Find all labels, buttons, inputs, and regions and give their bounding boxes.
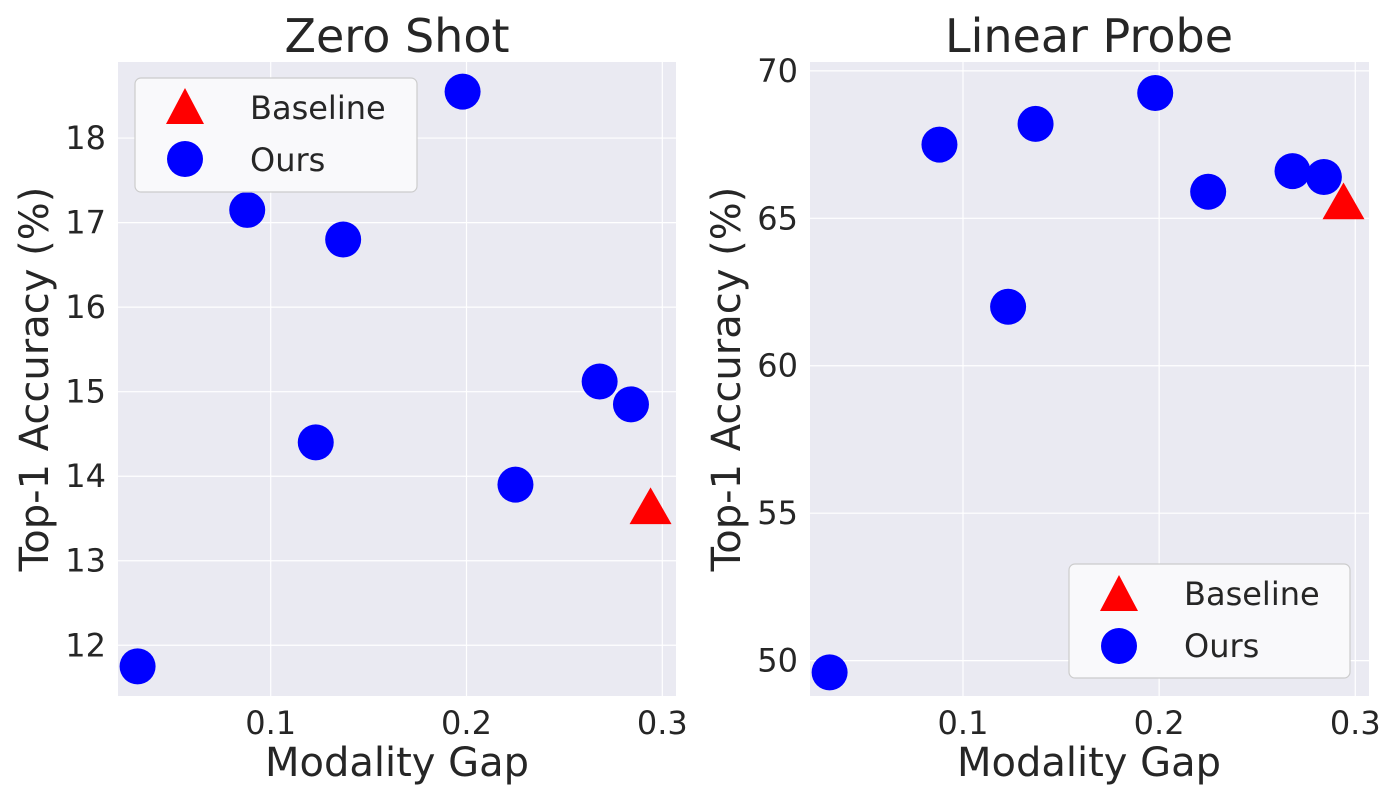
ours-point [921, 126, 958, 163]
y-tick-label: 15 [65, 373, 106, 411]
y-ticks: 12 13 14 15 16 17 18 [65, 119, 106, 664]
ours-point [581, 363, 618, 400]
legend-label-ours: Ours [1184, 627, 1259, 665]
x-tick-label: 0.1 [245, 704, 296, 742]
legend-label-baseline: Baseline [1184, 575, 1320, 613]
y-ticks: 50 55 60 65 70 [757, 52, 798, 680]
data-points [811, 74, 1365, 691]
x-axis-label: Modality Gap [265, 740, 529, 786]
ours-point [1017, 105, 1054, 142]
y-tick-label: 50 [757, 642, 798, 680]
baseline-point [629, 487, 672, 525]
legend-box [1068, 563, 1351, 679]
ours-point [1190, 173, 1227, 210]
legend-triangle-marker [166, 88, 204, 124]
x-ticks: 0.1 0.2 0.3 [245, 704, 687, 742]
y-tick-label: 12 [65, 626, 106, 664]
x-ticks: 0.1 0.2 0.3 [938, 704, 1381, 742]
y-tick-label: 14 [65, 457, 106, 495]
y-tick-label: 60 [757, 347, 798, 385]
legend-label-baseline: Baseline [250, 89, 386, 127]
ours-point [297, 424, 334, 461]
chart-zero-shot: 0.1 0.2 0.3 12 13 14 15 16 17 18 Zero Shot Modal… [12, 9, 688, 786]
ours-point [990, 288, 1027, 325]
ours-point [444, 73, 481, 110]
y-tick-label: 65 [757, 199, 798, 237]
ours-point [612, 386, 649, 423]
legend: Baseline Ours [1068, 563, 1351, 679]
legend-triangle-marker [1100, 575, 1138, 611]
x-tick-label: 0.3 [637, 704, 688, 742]
y-tick-label: 70 [757, 52, 798, 90]
x-tick-label: 0.2 [1134, 704, 1185, 742]
ours-point [497, 466, 534, 503]
chart-linear-probe: 0.1 0.2 0.3 50 55 60 65 70 Linear Probe Modali… [704, 9, 1381, 786]
ours-point [1137, 74, 1174, 111]
x-tick-label: 0.2 [441, 704, 492, 742]
ours-point [1274, 153, 1311, 190]
chart-title: Linear Probe [945, 9, 1233, 63]
y-tick-label: 16 [65, 288, 106, 326]
ours-point [1305, 159, 1342, 196]
y-axis-label: Top-1 Accuracy (%) [12, 187, 58, 573]
ours-point [119, 648, 156, 685]
x-axis-label: Modality Gap [957, 740, 1221, 786]
y-tick-label: 18 [65, 119, 106, 157]
data-points [119, 73, 672, 685]
legend-circle-marker [167, 141, 203, 177]
legend-circle-marker [1101, 628, 1137, 664]
x-tick-label: 0.3 [1330, 704, 1381, 742]
y-tick-label: 13 [65, 542, 106, 580]
x-tick-label: 0.1 [938, 704, 989, 742]
baseline-point [1322, 182, 1365, 220]
legend: Baseline Ours [134, 77, 418, 193]
legend-box [134, 77, 418, 193]
y-axis-label: Top-1 Accuracy (%) [704, 187, 750, 573]
legend-label-ours: Ours [250, 141, 325, 179]
y-tick-label: 55 [757, 494, 798, 532]
y-tick-label: 17 [65, 204, 106, 242]
ours-point [811, 654, 848, 691]
ours-point [229, 191, 266, 228]
ours-point [325, 221, 362, 258]
chart-title: Zero Shot [284, 9, 509, 63]
